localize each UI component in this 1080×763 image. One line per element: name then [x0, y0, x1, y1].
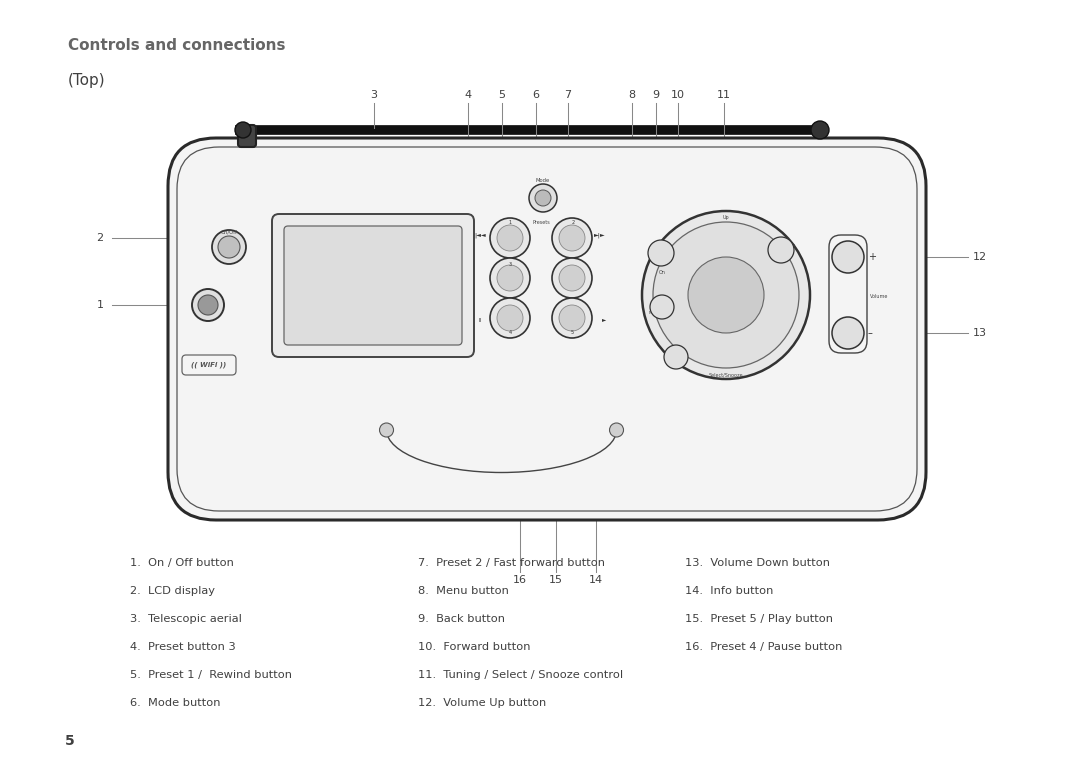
Text: Select/Snooze: Select/Snooze	[708, 372, 743, 378]
FancyBboxPatch shape	[238, 125, 256, 147]
Text: 16: 16	[513, 575, 527, 585]
Text: 1: 1	[509, 220, 512, 224]
Text: Fwd: Fwd	[786, 244, 796, 250]
Circle shape	[559, 305, 585, 331]
Text: 7.  Preset 2 / Fast forward button: 7. Preset 2 / Fast forward button	[418, 558, 605, 568]
Circle shape	[535, 190, 551, 206]
Text: ►: ►	[602, 317, 606, 323]
Circle shape	[559, 225, 585, 251]
Text: 16.  Preset 4 / Pause button: 16. Preset 4 / Pause button	[685, 642, 842, 652]
Text: Up: Up	[723, 214, 729, 220]
Text: 11.  Tuning / Select / Snooze control: 11. Tuning / Select / Snooze control	[418, 670, 623, 680]
FancyBboxPatch shape	[168, 138, 926, 520]
FancyBboxPatch shape	[284, 226, 462, 345]
Text: 4: 4	[509, 330, 512, 334]
Circle shape	[497, 305, 523, 331]
Text: Info: Info	[670, 361, 678, 365]
Circle shape	[490, 258, 530, 298]
Text: 4: 4	[464, 90, 472, 100]
Text: (( WiFi )): (( WiFi ))	[191, 362, 227, 369]
Text: |◄◄: |◄◄	[474, 232, 486, 238]
Text: 6.  Mode button: 6. Mode button	[130, 698, 220, 708]
Text: 12: 12	[973, 252, 987, 262]
Text: 8: 8	[629, 90, 635, 100]
Text: 12.  Volume Up button: 12. Volume Up button	[418, 698, 546, 708]
Text: +: +	[868, 252, 876, 262]
Text: 5: 5	[499, 90, 505, 100]
Text: 10: 10	[671, 90, 685, 100]
Text: 5.  Preset 1 /  Rewind button: 5. Preset 1 / Rewind button	[130, 670, 292, 680]
Text: 4.  Preset button 3: 4. Preset button 3	[130, 642, 235, 652]
Text: Controls and connections: Controls and connections	[68, 38, 285, 53]
Text: 3: 3	[509, 262, 512, 266]
Circle shape	[653, 222, 799, 368]
Text: (Top): (Top)	[68, 73, 106, 88]
Text: 2: 2	[571, 220, 575, 224]
Circle shape	[642, 211, 810, 379]
Text: 10.  Forward button: 10. Forward button	[418, 642, 530, 652]
Text: 1.  On / Off button: 1. On / Off button	[130, 558, 234, 568]
Circle shape	[490, 218, 530, 258]
Text: Mode: Mode	[536, 178, 550, 182]
Circle shape	[811, 121, 829, 139]
Circle shape	[768, 237, 794, 263]
Text: 7: 7	[565, 90, 571, 100]
Circle shape	[832, 317, 864, 349]
Text: 3: 3	[370, 90, 378, 100]
Text: 14.  Info button: 14. Info button	[685, 586, 773, 596]
Text: 13: 13	[973, 328, 987, 338]
Text: Menu: Menu	[649, 311, 661, 315]
Circle shape	[218, 236, 240, 258]
Text: Volume: Volume	[870, 295, 889, 300]
Text: 14: 14	[589, 575, 603, 585]
Circle shape	[552, 258, 592, 298]
Text: 3.  Telescopic aerial: 3. Telescopic aerial	[130, 614, 242, 624]
Text: 8.  Menu button: 8. Menu button	[418, 586, 509, 596]
Text: 13.  Volume Down button: 13. Volume Down button	[685, 558, 831, 568]
Text: Back: Back	[648, 255, 660, 259]
Circle shape	[497, 265, 523, 291]
Text: 15: 15	[549, 575, 563, 585]
Circle shape	[192, 289, 224, 321]
Circle shape	[648, 240, 674, 266]
Text: ►|►: ►|►	[594, 232, 606, 238]
Circle shape	[609, 423, 623, 437]
Circle shape	[688, 257, 764, 333]
Text: On: On	[659, 271, 666, 275]
Circle shape	[552, 218, 592, 258]
Text: On/Off: On/Off	[220, 230, 238, 234]
Circle shape	[497, 225, 523, 251]
Text: 2: 2	[96, 233, 104, 243]
Circle shape	[552, 298, 592, 338]
Circle shape	[379, 423, 393, 437]
Circle shape	[212, 230, 246, 264]
Text: 9.  Back button: 9. Back button	[418, 614, 505, 624]
Circle shape	[650, 295, 674, 319]
Circle shape	[559, 265, 585, 291]
Text: 15.  Preset 5 / Play button: 15. Preset 5 / Play button	[685, 614, 833, 624]
Text: 1: 1	[96, 300, 104, 310]
Text: 6: 6	[532, 90, 540, 100]
Circle shape	[490, 298, 530, 338]
Text: 2.  LCD display: 2. LCD display	[130, 586, 215, 596]
Text: 5: 5	[65, 734, 75, 748]
Text: Presets: Presets	[532, 220, 550, 224]
Circle shape	[664, 345, 688, 369]
Circle shape	[832, 241, 864, 273]
FancyBboxPatch shape	[272, 214, 474, 357]
Circle shape	[198, 295, 218, 315]
Text: II: II	[478, 317, 482, 323]
Text: –: –	[868, 328, 873, 338]
Text: 9: 9	[652, 90, 660, 100]
Text: 5: 5	[570, 330, 573, 334]
Circle shape	[235, 122, 251, 138]
Text: 11: 11	[717, 90, 731, 100]
Circle shape	[529, 184, 557, 212]
